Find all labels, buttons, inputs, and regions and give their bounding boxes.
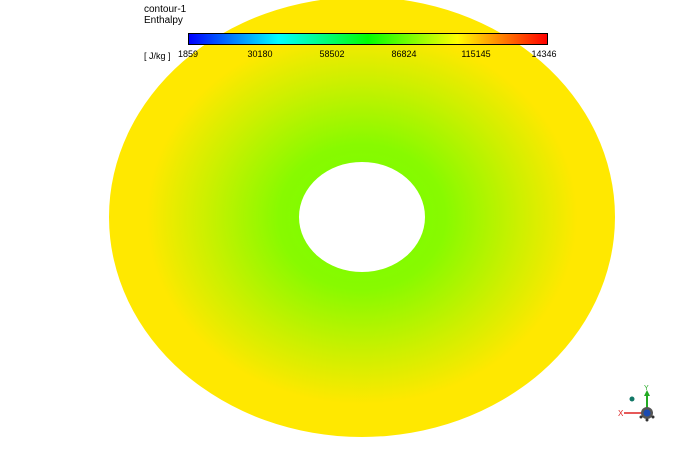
legend-units: [ J/kg ] — [144, 51, 171, 61]
x-axis-label: X — [618, 409, 624, 418]
legend-title: contour-1 Enthalpy — [144, 4, 186, 26]
axis-marker-dot — [629, 396, 635, 402]
tick-label-5: 14346 — [531, 49, 557, 59]
color-bar — [188, 33, 548, 45]
color-bar-ticks: 1859 30180 58502 86824 115145 14346 — [178, 49, 568, 61]
axis-hub-bolt — [639, 415, 643, 419]
axis-hub-bolt — [645, 418, 649, 422]
tick-label-3: 86824 — [391, 49, 417, 59]
contour-name: contour-1 — [144, 4, 187, 15]
tick-label-0: 1859 — [177, 49, 199, 59]
axis-hub-bolt — [651, 415, 655, 419]
enthalpy-annulus — [109, 0, 615, 437]
variable-name: Enthalpy — [144, 15, 183, 26]
axis-triad-icon[interactable]: X Y — [612, 384, 662, 428]
y-axis-arrow — [644, 390, 650, 396]
z-axis-dot — [643, 409, 651, 417]
tick-label-1: 30180 — [247, 49, 273, 59]
tick-label-2: 58502 — [319, 49, 345, 59]
tick-label-4: 115145 — [461, 49, 491, 59]
y-axis-label: Y — [644, 385, 649, 392]
